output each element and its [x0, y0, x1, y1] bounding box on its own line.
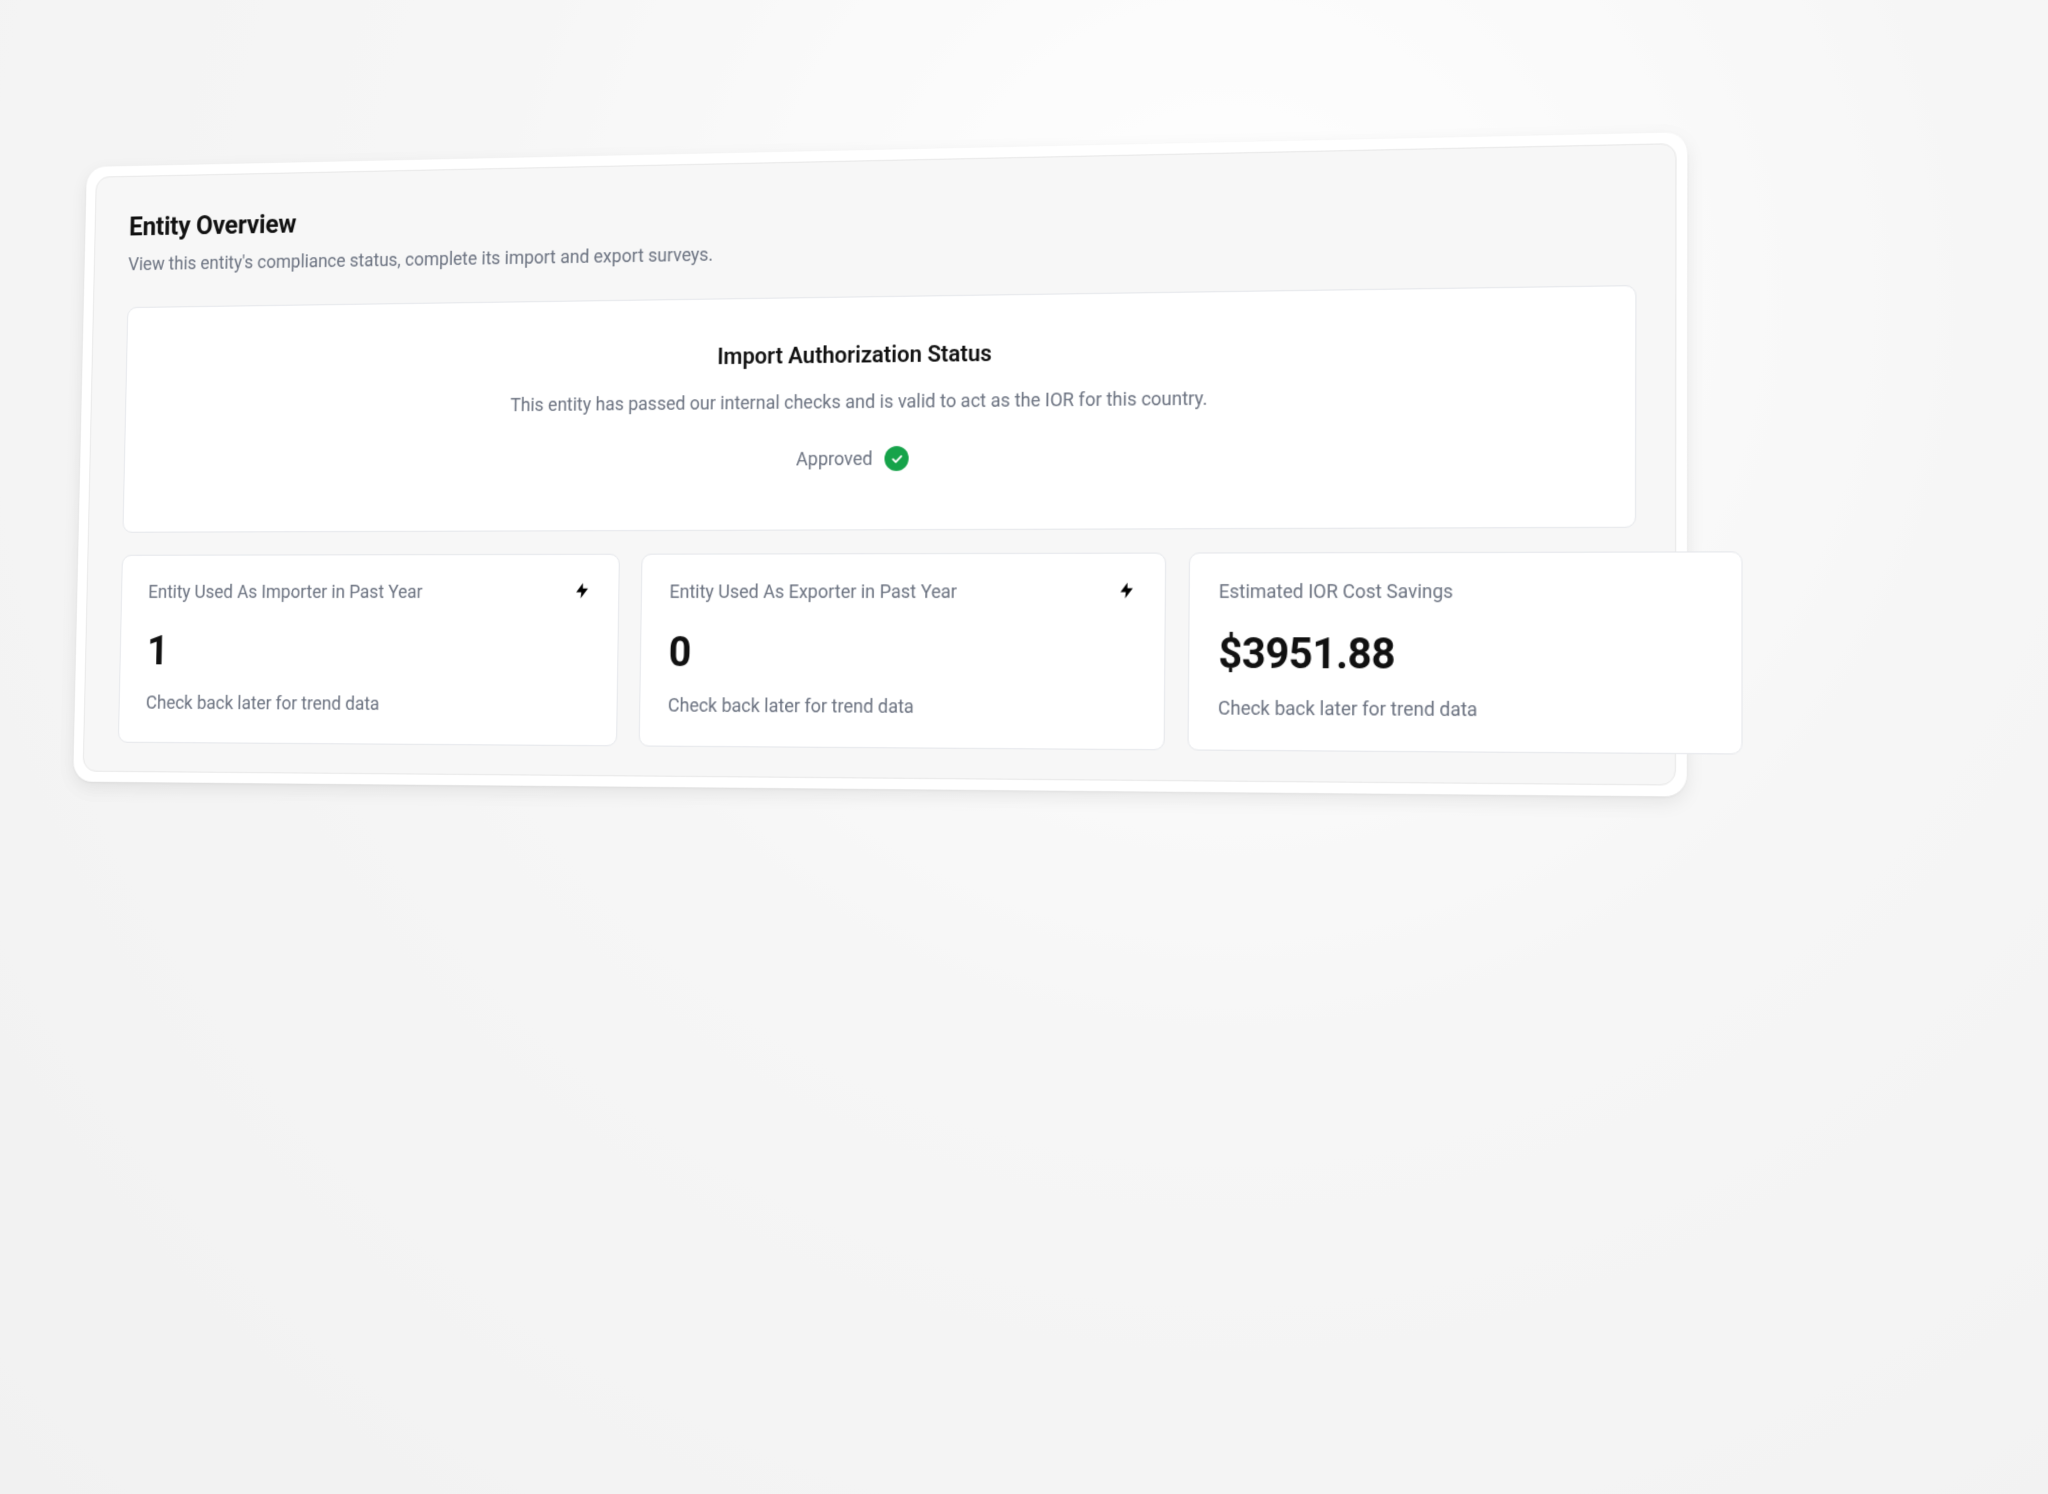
- bolt-icon: [573, 582, 591, 600]
- status-card: Import Authorization Status This entity …: [122, 285, 1636, 533]
- stat-label: Entity Used As Importer in Past Year: [148, 582, 423, 603]
- stats-row: Entity Used As Importer in Past Year 1 C…: [118, 552, 1636, 754]
- stat-value: 1: [147, 627, 591, 676]
- stat-footnote: Check back later for trend data: [146, 692, 590, 716]
- status-card-title: Import Authorization Status: [149, 334, 1609, 377]
- stat-card-header: Entity Used As Exporter in Past Year: [669, 581, 1136, 603]
- panel-outer: Entity Overview View this entity's compl…: [73, 132, 1687, 796]
- status-label: Approved: [796, 448, 873, 470]
- stat-value: $3951.88: [1218, 629, 1711, 681]
- stat-label: Estimated IOR Cost Savings: [1219, 581, 1453, 603]
- bolt-icon: [1117, 581, 1136, 600]
- stat-card-importer: Entity Used As Importer in Past Year 1 C…: [118, 554, 620, 747]
- stat-card-savings: Estimated IOR Cost Savings $3951.88 Chec…: [1187, 551, 1742, 754]
- stat-footnote: Check back later for trend data: [668, 695, 1135, 719]
- approved-check-icon: [885, 446, 909, 471]
- status-card-description: This entity has passed our internal chec…: [148, 384, 1609, 420]
- status-row: Approved: [796, 446, 909, 472]
- stat-card-exporter: Entity Used As Exporter in Past Year 0 C…: [639, 553, 1167, 751]
- stat-label: Entity Used As Exporter in Past Year: [669, 581, 957, 603]
- panel-inner: Entity Overview View this entity's compl…: [83, 143, 1677, 785]
- stage: Entity Overview View this entity's compl…: [0, 0, 2048, 1494]
- stat-footnote: Check back later for trend data: [1218, 698, 1711, 723]
- stat-card-header: Estimated IOR Cost Savings: [1219, 581, 1711, 604]
- stat-value: 0: [668, 628, 1135, 678]
- stat-card-header: Entity Used As Importer in Past Year: [148, 582, 591, 604]
